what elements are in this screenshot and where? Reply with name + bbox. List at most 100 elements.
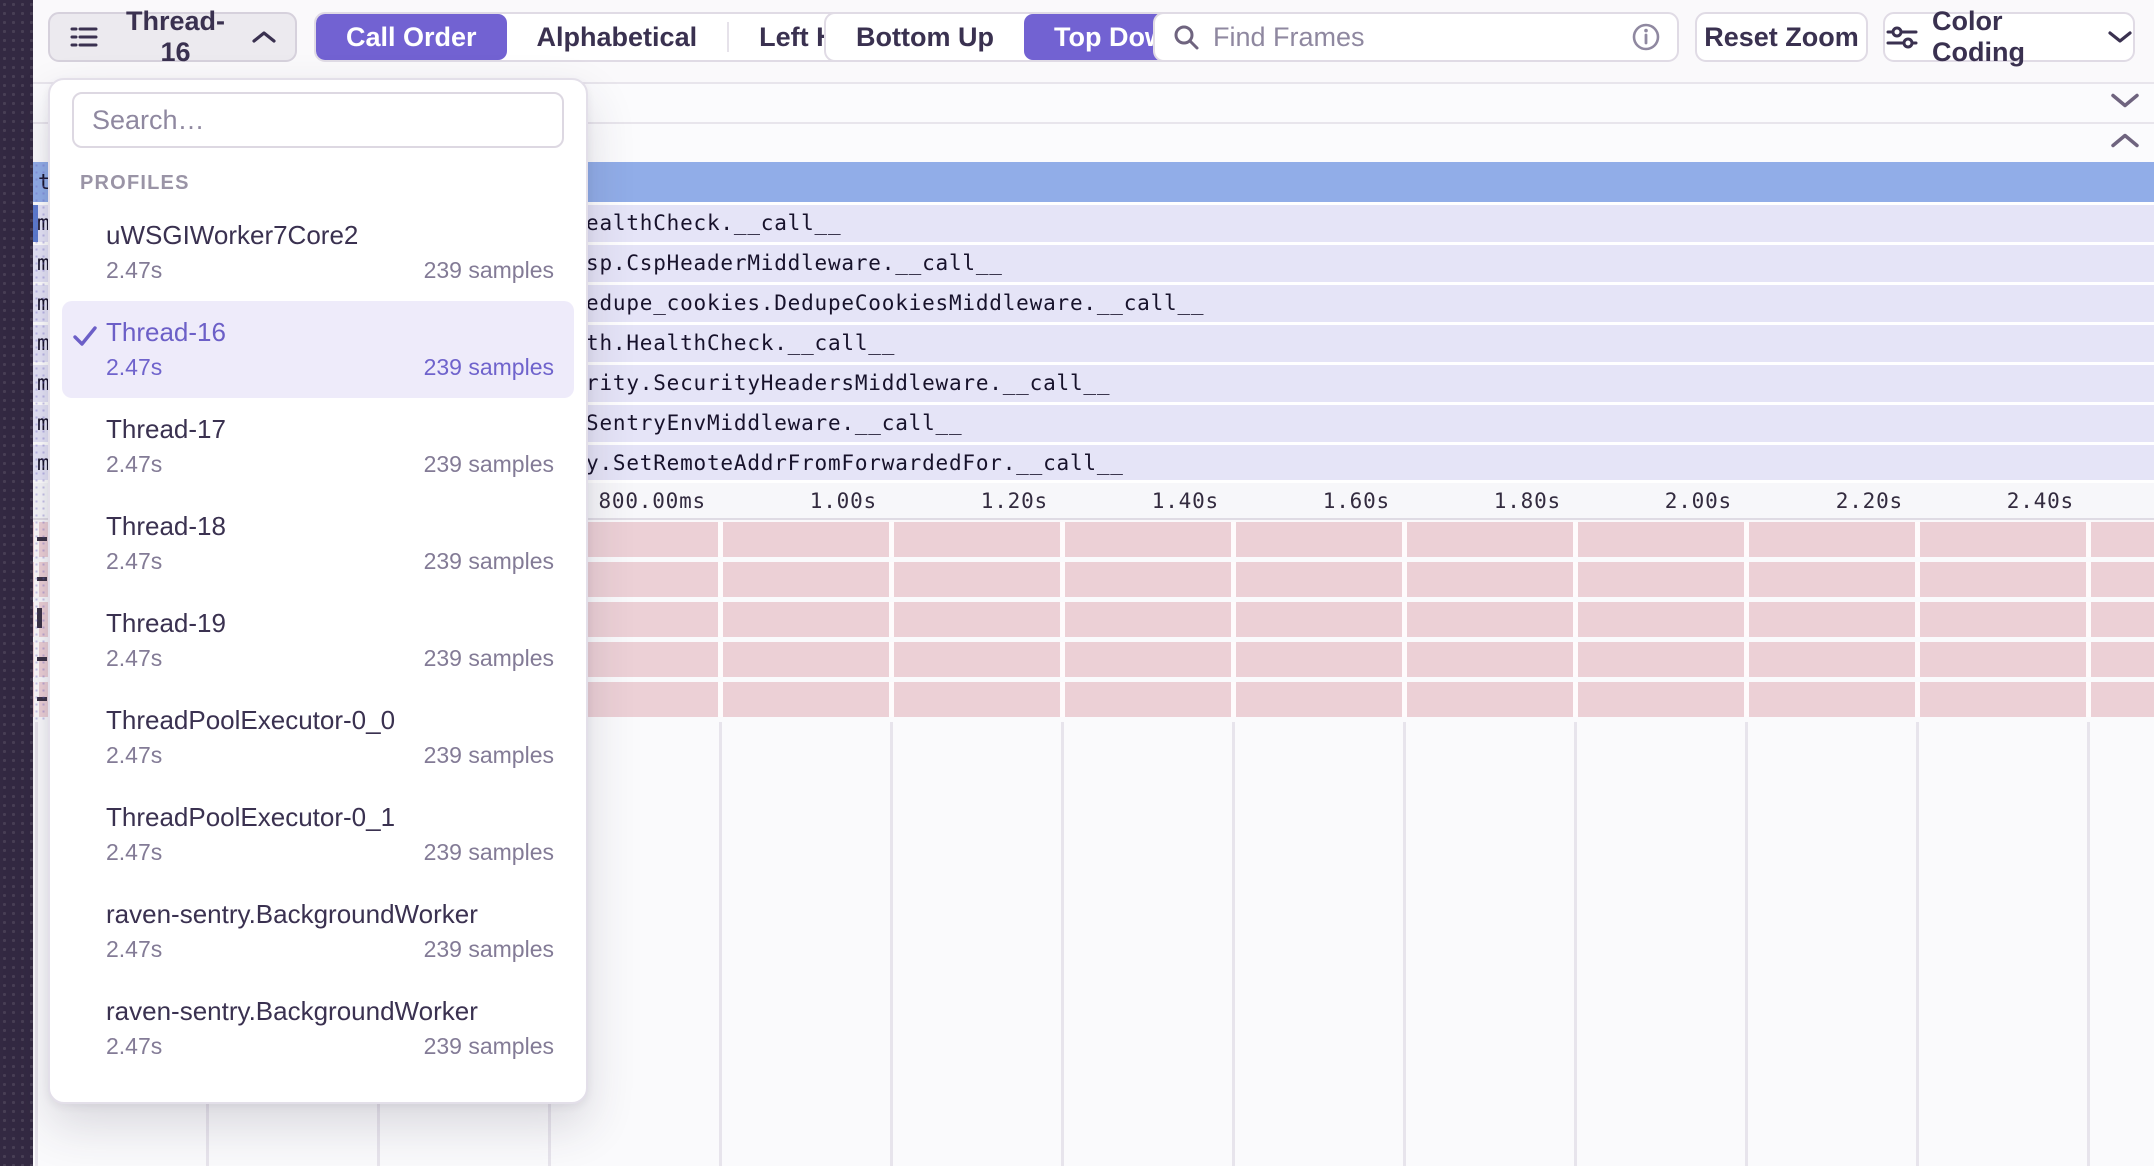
chevron-down-icon[interactable] <box>2110 92 2140 115</box>
thread-option-duration: 2.47s <box>106 1033 163 1059</box>
thread-option-duration: 2.47s <box>106 936 163 962</box>
time-tick: 1.20s <box>980 489 1048 513</box>
reset-zoom-label: Reset Zoom <box>1704 21 1859 52</box>
thread-option-duration: 2.47s <box>106 548 163 574</box>
color-coding-label: Color Coding <box>1932 6 2025 67</box>
thread-option[interactable]: ThreadPoolExecutor-0_0 2.47s 239 samples <box>62 689 574 786</box>
thread-option-duration: 2.47s <box>106 742 163 768</box>
thread-option[interactable]: raven-sentry.BackgroundWorker 2.47s 239 s… <box>62 883 574 980</box>
thread-option-samples: 239 samples <box>423 936 554 962</box>
thread-option-duration: 2.47s <box>106 451 163 477</box>
sliders-icon <box>1885 22 1919 52</box>
thread-option-name: Thread-18 <box>106 511 226 541</box>
frame-label: th.HealthCheck.__call__ <box>586 331 896 355</box>
frame-selection-bar <box>33 205 38 242</box>
thread-option-samples: 239 samples <box>423 645 554 671</box>
thread-option-name: raven-sentry.BackgroundWorker <box>106 899 478 929</box>
thread-option-name: Thread-16 <box>106 317 226 347</box>
clipped-frame-text-mark <box>37 697 47 701</box>
thread-list-icon <box>68 21 100 53</box>
time-tick: 1.60s <box>1322 489 1390 513</box>
thread-dropdown-panel: PROFILES uWSGIWorker7Core2 2.47s 239 samp… <box>48 78 588 1104</box>
checkmark-icon <box>72 323 98 354</box>
thread-option-name: ThreadPoolExecutor-0_0 <box>106 705 396 735</box>
thread-option-duration: 2.47s <box>106 839 163 865</box>
frame-edge-label: m <box>37 365 50 401</box>
thread-option-name: Thread-19 <box>106 608 226 638</box>
search-icon <box>1171 22 1201 52</box>
thread-option-duration: 2.47s <box>106 645 163 671</box>
info-icon[interactable] <box>1631 22 1661 52</box>
left-edge-dot-pattern <box>33 162 49 722</box>
thread-option-samples: 239 samples <box>423 742 554 768</box>
thread-selector-label: Thread-16 <box>125 6 225 67</box>
thread-option-selected[interactable]: Thread-16 2.47s 239 samples <box>62 301 574 398</box>
clipped-frame-text-mark <box>37 577 47 581</box>
frame-edge-label: m <box>37 445 50 481</box>
row-separator <box>33 677 2154 682</box>
frame-label: y.SetRemoteAddrFromForwardedFor.__call__ <box>586 451 1124 475</box>
chevron-up-icon[interactable] <box>2110 132 2140 155</box>
frame-label: t <box>38 162 51 202</box>
time-tick: 2.20s <box>1835 489 1903 513</box>
thread-option-duration: 2.47s <box>106 257 163 283</box>
thread-list: uWSGIWorker7Core2 2.47s 239 samples Threa… <box>62 204 574 1077</box>
time-tick: 800.00ms <box>598 489 706 513</box>
frame-label: ealthCheck.__call__ <box>586 211 842 235</box>
thread-selector-button[interactable]: Thread-16 <box>48 6 297 67</box>
thread-search-input[interactable] <box>72 92 564 148</box>
thread-option-samples: 239 samples <box>423 1033 554 1059</box>
time-tick: 1.80s <box>1493 489 1561 513</box>
thread-option[interactable]: raven-sentry.BackgroundWorker 2.47s 239 s… <box>62 980 574 1077</box>
thread-option-samples: 239 samples <box>423 354 554 380</box>
time-tick: 2.40s <box>2006 489 2074 513</box>
frame-edge-label: m <box>37 205 50 241</box>
frame-edge-label: m <box>37 285 50 321</box>
clipped-frame-text-mark <box>37 657 47 661</box>
profiles-section-label: PROFILES <box>80 172 190 194</box>
time-tick: 1.00s <box>809 489 877 513</box>
thread-option[interactable]: ThreadPoolExecutor-0_1 2.47s 239 samples <box>62 786 574 883</box>
sort-alphabetical-button[interactable]: Alphabetical <box>536 21 698 52</box>
thread-option-name: ThreadPoolExecutor-0_1 <box>106 802 396 832</box>
frame-edge-label: m <box>37 325 50 361</box>
profiler-toolbar: Thread-16 Call Order Alphabetical Left H… <box>33 0 2154 82</box>
thread-option-name: uWSGIWorker7Core2 <box>106 220 359 250</box>
clipped-frame-text-mark <box>37 608 42 628</box>
row-separator <box>33 717 2154 722</box>
chevron-up-icon <box>251 29 277 45</box>
thread-option-samples: 239 samples <box>423 257 554 283</box>
sort-call-order-button[interactable]: Call Order <box>316 14 507 60</box>
frame-label: SentryEnvMiddleware.__call__ <box>586 411 963 435</box>
frame-label: sp.CspHeaderMiddleware.__call__ <box>586 251 1003 275</box>
frame-edge-label: m <box>37 405 50 441</box>
thread-option-name: raven-sentry.BackgroundWorker <box>106 996 478 1026</box>
frame-label: rity.SecurityHeadersMiddleware.__call__ <box>586 371 1111 395</box>
thread-option[interactable]: Thread-19 2.47s 239 samples <box>62 592 574 689</box>
chevron-down-icon <box>2107 29 2133 45</box>
thread-option[interactable]: uWSGIWorker7Core2 2.47s 239 samples <box>62 204 574 301</box>
direction-bottom-up-button[interactable]: Bottom Up <box>856 21 994 52</box>
frame-edge-label: m <box>37 245 50 281</box>
thread-option[interactable]: Thread-17 2.47s 239 samples <box>62 398 574 495</box>
time-tick: 1.40s <box>1151 489 1219 513</box>
frame-label: edupe_cookies.DedupeCookiesMiddleware.__… <box>586 291 1205 315</box>
time-tick: 2.00s <box>1664 489 1732 513</box>
thread-option-samples: 239 samples <box>423 839 554 865</box>
color-coding-button[interactable]: Color Coding <box>1883 6 2135 67</box>
thread-option[interactable]: Thread-18 2.47s 239 samples <box>62 495 574 592</box>
thread-option-samples: 239 samples <box>423 548 554 574</box>
reset-zoom-button[interactable]: Reset Zoom <box>1695 12 1868 62</box>
row-separator <box>33 637 2154 642</box>
find-frames-input[interactable] <box>1213 21 1619 53</box>
clipped-frame-text-mark <box>37 537 47 541</box>
thread-option-name: Thread-17 <box>106 414 226 444</box>
find-frames-search <box>1153 12 1679 62</box>
row-separator <box>33 597 2154 602</box>
row-separator <box>33 557 2154 562</box>
segment-divider <box>727 22 730 52</box>
thread-option-duration: 2.47s <box>106 354 163 380</box>
app-sidebar-strip <box>0 0 33 1166</box>
thread-option-samples: 239 samples <box>423 451 554 477</box>
